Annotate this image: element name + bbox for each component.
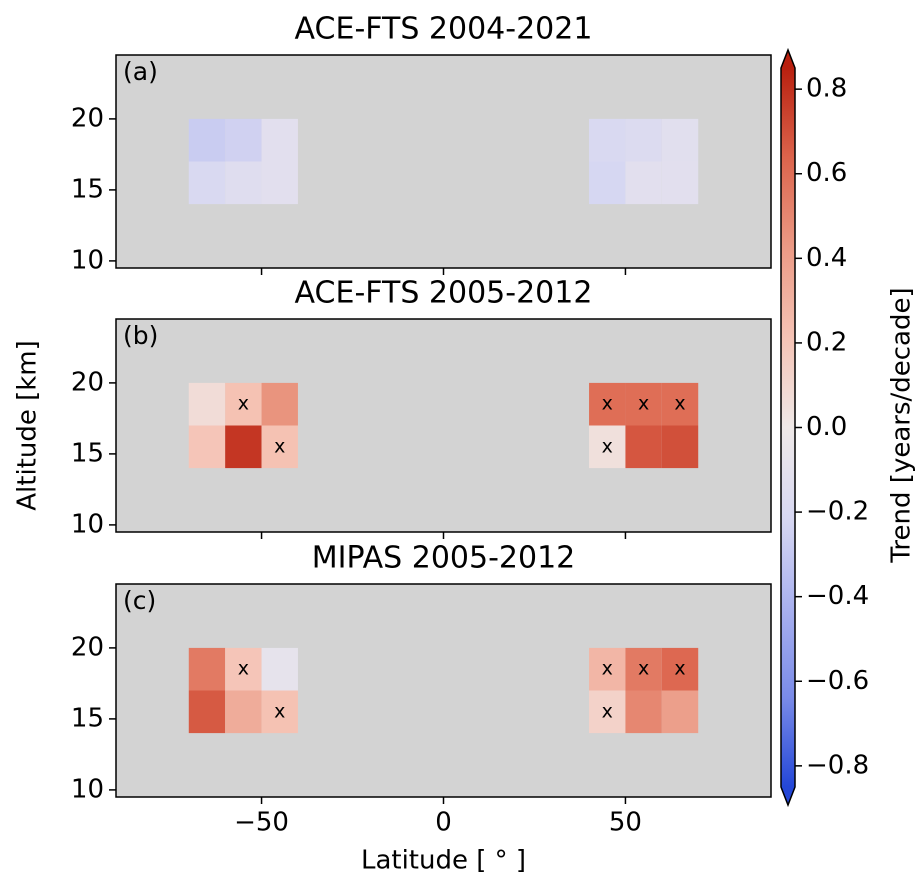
y-tick-label: 15 <box>71 438 104 468</box>
heatmap-cell <box>661 647 699 691</box>
heatmap-cell <box>225 647 262 691</box>
x-tick-label: −50 <box>234 808 289 838</box>
significance-marker: x <box>238 658 249 680</box>
colorbar-label: Trend [years/decade] <box>887 287 917 563</box>
heatmap-cell <box>625 382 662 426</box>
heatmap-cell <box>261 690 298 734</box>
heatmap-cell <box>661 161 699 205</box>
heatmap-cell <box>225 425 262 469</box>
heatmap-cell <box>188 382 226 426</box>
colorbar-extend-top <box>781 50 795 68</box>
heatmap-cell <box>625 690 662 734</box>
colorbar-tick-label: −0.2 <box>806 497 869 527</box>
y-tick-label: 10 <box>71 774 104 804</box>
panel-title: MIPAS 2005-2012 <box>312 541 576 576</box>
colorbar-tick-label: −0.8 <box>806 750 869 780</box>
heatmap-cell <box>661 425 699 469</box>
y-tick-label: 15 <box>71 703 104 733</box>
heatmap-cell <box>188 161 226 205</box>
significance-marker: x <box>638 393 649 415</box>
panel-label: (c) <box>123 586 156 615</box>
heatmap-cell <box>225 382 262 426</box>
heatmap-cell <box>625 425 662 469</box>
heatmap-cell <box>188 690 226 734</box>
panel-label: (a) <box>123 57 158 86</box>
heatmap-cell <box>188 425 226 469</box>
colorbar-frame <box>780 47 796 808</box>
y-tick-label: 20 <box>71 367 104 397</box>
colorbar-tick-label: 0.2 <box>806 327 847 357</box>
significance-marker: x <box>274 700 285 722</box>
heatmap-cell <box>625 647 662 691</box>
panel-label: (b) <box>123 321 158 350</box>
heatmap-cell <box>661 382 699 426</box>
heatmap-cell <box>661 690 699 734</box>
heatmap-cell <box>589 382 626 426</box>
heatmap-cell <box>261 382 298 426</box>
y-tick-label: 10 <box>71 245 104 275</box>
x-tick-label: 50 <box>609 808 642 838</box>
colorbar-tick-label: 0.6 <box>806 158 847 188</box>
significance-marker: x <box>602 658 613 680</box>
y-tick-label: 15 <box>71 174 104 204</box>
colorbar <box>781 68 795 787</box>
colorbar-tick-label: 0.8 <box>806 74 847 104</box>
heatmap-cell <box>589 647 626 691</box>
heatmap-cell <box>589 118 626 162</box>
heatmap-cell <box>225 118 262 162</box>
heatmap-cell <box>188 647 226 691</box>
heatmap-cell <box>261 647 298 691</box>
panel: ACE-FTS 2004-2021 (a) 10 15 20 <box>71 12 772 275</box>
significance-marker: x <box>238 393 249 415</box>
heatmap-cell <box>661 118 699 162</box>
heatmap-cell <box>261 425 298 469</box>
heatmap-cell <box>225 690 262 734</box>
heatmap-cell <box>625 118 662 162</box>
heatmap-cell <box>261 161 298 205</box>
significance-marker: x <box>674 658 685 680</box>
panel-title: ACE-FTS 2004-2021 <box>295 12 593 47</box>
colorbar-tick-label: 0.0 <box>806 412 847 442</box>
colorbar-tick-label: 0.4 <box>806 243 847 273</box>
panel-title: ACE-FTS 2005-2012 <box>295 276 593 311</box>
heatmap-cell <box>188 118 226 162</box>
heatmap-cell <box>625 161 662 205</box>
x-axis-label: Latitude [ ° ] <box>361 846 526 876</box>
y-tick-label: 20 <box>71 632 104 662</box>
heatmap-cell <box>225 161 262 205</box>
heatmap-cell <box>589 425 626 469</box>
significance-marker: x <box>602 393 613 415</box>
heatmap-cell <box>589 690 626 734</box>
y-tick-label: 20 <box>71 103 104 133</box>
colorbar-extend-bottom <box>781 787 795 805</box>
significance-marker: x <box>602 435 613 457</box>
heatmap-cell <box>261 118 298 162</box>
significance-marker: x <box>602 700 613 722</box>
significance-marker: x <box>674 393 685 415</box>
x-tick-label: 0 <box>435 808 452 838</box>
significance-marker: x <box>638 658 649 680</box>
significance-marker: x <box>274 435 285 457</box>
heatmap-cell <box>589 161 626 205</box>
colorbar-tick-label: −0.4 <box>806 581 869 611</box>
y-tick-label: 10 <box>71 509 104 539</box>
colorbar-tick-label: −0.6 <box>806 666 869 696</box>
y-axis-label: Altitude [km] <box>13 340 43 511</box>
